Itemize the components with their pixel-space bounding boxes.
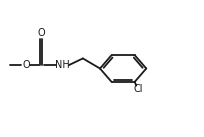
Text: NH: NH (55, 60, 70, 70)
Text: Cl: Cl (134, 84, 143, 94)
Text: O: O (22, 60, 30, 70)
Text: O: O (37, 28, 45, 38)
